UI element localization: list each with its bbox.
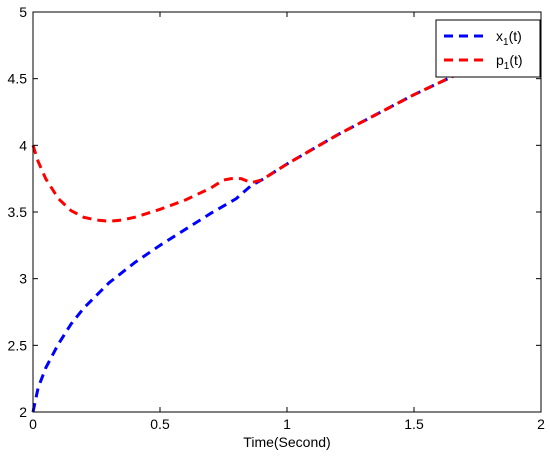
- legend-label: x1(t): [496, 28, 522, 48]
- y-tick-label: 2: [19, 404, 27, 420]
- y-tick-label: 2.5: [8, 337, 28, 353]
- plot-area-background: [33, 12, 541, 412]
- series-line-p1: [31, 33, 542, 223]
- y-tick-label: 4: [19, 137, 27, 153]
- x-tick-label: 0: [29, 416, 37, 432]
- series-layer: [31, 33, 542, 413]
- x-axis-label: Time(Second): [243, 434, 330, 450]
- x-tick-label: 1.5: [404, 416, 424, 432]
- legend-box: [435, 19, 541, 78]
- y-tick-label: 3.5: [8, 204, 28, 220]
- y-tick-label: 3: [19, 271, 27, 287]
- x-tick-label: 1: [283, 416, 291, 432]
- y-tick-label: 4.5: [8, 71, 28, 87]
- axes-layer: 0 0.5 1 1.5 2 2 2.5 3 3.5 4 4.5 5: [8, 4, 546, 432]
- legend: x1(t) p1(t): [435, 19, 541, 78]
- x-tick-label: 2: [537, 416, 545, 432]
- y-tick-label: 5: [19, 4, 27, 20]
- x-tick-label: 0.5: [150, 416, 170, 432]
- legend-label: p1(t): [496, 52, 523, 72]
